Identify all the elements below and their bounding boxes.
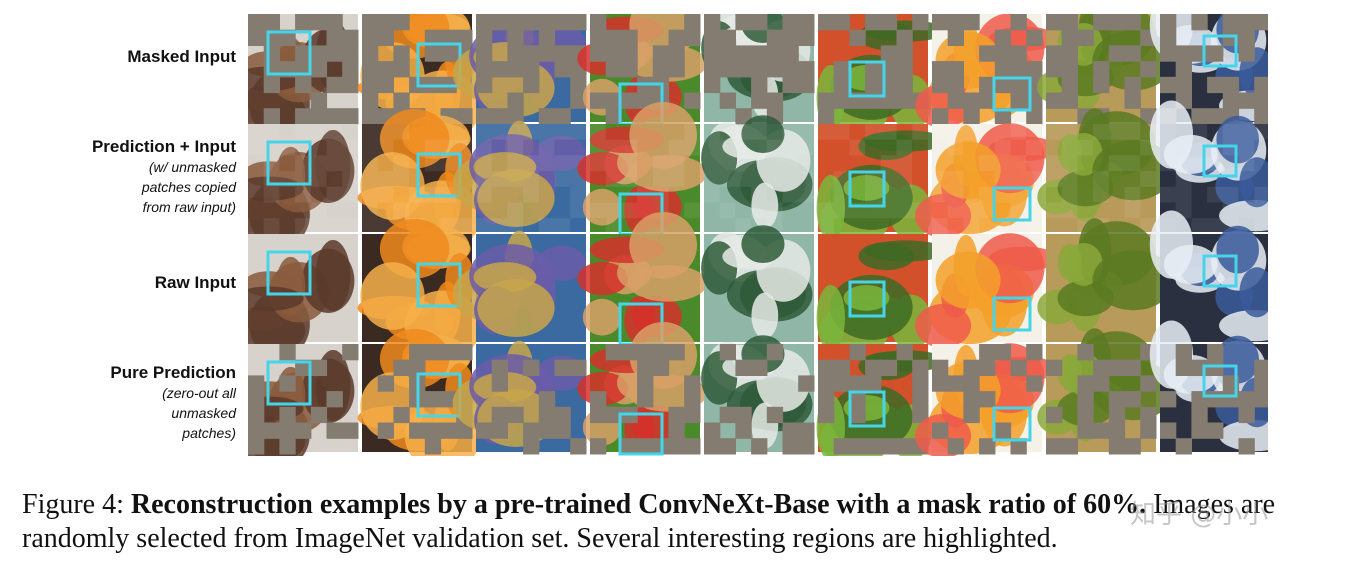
thumbnail-burger-masked-input <box>577 14 708 126</box>
row-label-raw-input: Raw Input <box>155 272 236 293</box>
row-label-masked-input: Masked Input <box>127 46 236 67</box>
thumbnail-plant-tomato-raw-input <box>816 234 948 357</box>
row-subtitle: (w/ unmasked <box>148 159 236 175</box>
highlight-box <box>848 390 886 428</box>
thumbnail-golf-ball-prediction-input <box>701 115 814 234</box>
thumbnail-striped-socks-prediction-input <box>452 120 586 234</box>
thumbnail-bird-masked-input <box>1037 14 1175 125</box>
thumbnail-citrus-masked-input <box>915 14 1059 128</box>
row-label-pure-prediction: Pure Prediction (zero-out all unmasked p… <box>110 362 236 443</box>
thumbnail-house-pure-prediction <box>1149 320 1268 455</box>
highlight-box <box>1202 34 1238 68</box>
caption-bold-text: Reconstruction examples by a pre-trained… <box>130 489 1147 520</box>
thumbnail-house-raw-input <box>1149 210 1268 342</box>
thumbnail-house-prediction-input <box>1149 100 1268 234</box>
highlight-box <box>992 186 1032 222</box>
highlight-box <box>266 250 312 296</box>
thumbnail-burger-prediction-input <box>577 102 708 236</box>
highlight-box <box>618 412 664 456</box>
thumbnail-golf-ball-masked-input <box>701 14 815 125</box>
thumbnail-citrus-raw-input <box>915 233 1059 348</box>
thumbnail-citrus-prediction-input <box>915 123 1059 238</box>
highlight-box <box>992 406 1032 442</box>
watermark: 知乎 @小小 <box>1130 500 1269 530</box>
highlight-box <box>848 60 886 98</box>
thumbnail-burger-pure-prediction <box>577 322 708 456</box>
thumbnail-bird-raw-input <box>1037 218 1175 342</box>
highlight-box <box>848 280 886 318</box>
highlight-box <box>1202 144 1238 178</box>
thumbnail-striped-socks-pure-prediction <box>452 340 587 455</box>
highlight-box <box>266 140 312 186</box>
row-subtitle: patches) <box>182 425 236 441</box>
thumbnail-oranges-pure-prediction <box>357 328 481 456</box>
row-title: Masked Input <box>127 47 236 66</box>
row-title: Prediction + Input <box>91 137 236 156</box>
thumbnail-golf-ball-pure-prediction <box>701 335 815 455</box>
row-subtitle: patches copied <box>141 179 236 195</box>
thumbnail-citrus-pure-prediction <box>915 343 1059 456</box>
row-subtitle: from raw input) <box>142 199 236 215</box>
highlight-box <box>266 360 312 406</box>
highlight-box <box>1202 254 1238 288</box>
caption-text: Images are randomly selected from ImageN… <box>22 489 1276 554</box>
figure-number: Figure 4: <box>22 489 124 520</box>
thumbnail-striped-socks-raw-input <box>452 230 586 342</box>
thumbnail-striped-socks-masked-input <box>452 14 587 125</box>
thumbnail-dog-pure-prediction <box>248 344 359 456</box>
row-label-prediction-input: Prediction + Input (w/ unmasked patches … <box>92 136 236 217</box>
highlight-box <box>1202 364 1238 398</box>
highlight-box <box>992 296 1032 332</box>
highlight-box <box>266 30 312 76</box>
thumbnail-bird-prediction-input <box>1037 108 1175 234</box>
reconstruction-image-grid <box>248 14 1268 456</box>
thumbnail-dog-masked-input <box>248 14 359 139</box>
thumbnail-dog-prediction-input <box>248 124 358 249</box>
row-title: Pure Prediction <box>110 363 236 382</box>
row-subtitle: unmasked <box>171 405 236 421</box>
figure-caption: Figure 4: Reconstruction examples by a p… <box>22 488 1352 556</box>
thumbnail-golf-ball-raw-input <box>701 225 814 342</box>
highlight-box <box>992 76 1032 112</box>
row-title: Raw Input <box>154 273 236 292</box>
thumbnail-bird-pure-prediction <box>1037 328 1175 455</box>
thumbnail-plant-tomato-masked-input <box>816 14 948 137</box>
row-subtitle: (zero-out all <box>162 385 236 401</box>
thumbnail-house-masked-input <box>1149 14 1268 125</box>
thumbnail-dog-raw-input <box>248 234 358 359</box>
highlight-box <box>848 170 886 208</box>
